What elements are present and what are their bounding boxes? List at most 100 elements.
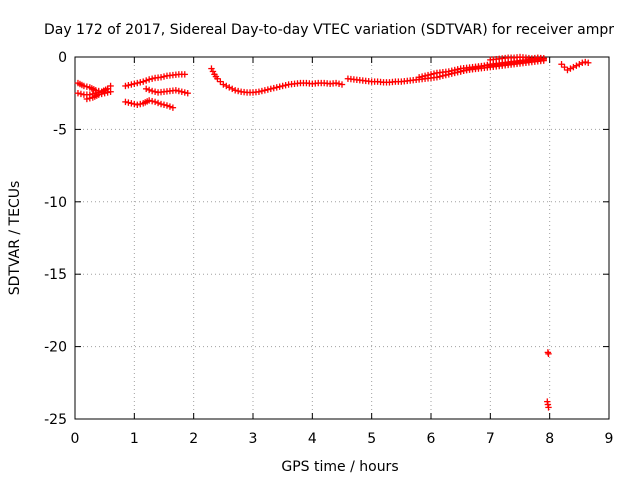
data-point — [140, 78, 147, 85]
data-point — [561, 63, 568, 71]
data-point — [184, 90, 191, 97]
x-tick-label: 1 — [130, 431, 139, 447]
x-tick-label: 2 — [189, 431, 198, 447]
data-point — [273, 84, 280, 91]
data-point — [264, 86, 272, 93]
data-point — [137, 79, 144, 86]
data-point — [427, 71, 435, 78]
x-tick-label: 3 — [249, 431, 258, 447]
x-tick-label: 7 — [486, 431, 495, 447]
data-point — [451, 66, 458, 74]
series-prn-l — [558, 58, 592, 74]
series-prn-n — [544, 398, 552, 411]
data-point — [279, 82, 286, 90]
data-point — [421, 72, 429, 80]
data-point — [128, 81, 135, 88]
data-point — [545, 350, 552, 358]
series-prn-k — [487, 53, 547, 64]
data-points — [74, 53, 592, 411]
data-point — [148, 75, 156, 82]
data-point — [576, 61, 583, 68]
data-point — [255, 88, 263, 95]
data-point — [145, 76, 153, 83]
plot-frame — [74, 56, 610, 420]
data-point — [163, 102, 171, 109]
y-tick-label: -15 — [44, 267, 67, 283]
data-point — [220, 81, 227, 88]
data-point — [154, 99, 162, 107]
series-prn-g — [208, 65, 346, 96]
data-point — [86, 95, 94, 102]
data-point — [172, 87, 180, 94]
data-point — [540, 55, 547, 62]
data-point — [445, 68, 452, 75]
data-point — [83, 83, 91, 90]
y-tick-label: -25 — [44, 412, 67, 428]
data-point — [131, 100, 138, 108]
data-point — [332, 79, 340, 87]
data-point — [80, 82, 88, 90]
data-point — [131, 80, 138, 87]
series-prn-d — [122, 71, 188, 90]
data-point — [151, 88, 159, 95]
data-point — [270, 84, 277, 92]
chart-title: Day 172 of 2017, Sidereal Day-to-day VTE… — [44, 22, 614, 38]
y-tick-label: -5 — [53, 122, 67, 138]
x-axis-label: GPS time / hours — [281, 459, 398, 475]
x-tick-label: 0 — [71, 431, 80, 447]
data-point — [573, 62, 580, 69]
data-point — [145, 97, 153, 104]
data-point — [101, 90, 108, 97]
data-point — [261, 87, 269, 94]
data-point — [74, 90, 82, 97]
data-point — [98, 90, 105, 98]
x-tick-label: 8 — [545, 431, 554, 447]
data-point — [217, 78, 224, 85]
data-point — [148, 97, 156, 105]
data-point — [143, 85, 150, 93]
data-point — [151, 98, 159, 106]
data-point — [166, 103, 174, 110]
data-point — [282, 82, 289, 89]
data-point — [157, 74, 165, 81]
data-point — [122, 82, 129, 90]
data-point — [335, 80, 343, 87]
data-point — [226, 84, 233, 91]
data-point — [424, 71, 432, 79]
data-point — [579, 59, 586, 66]
series-prn-f — [122, 97, 177, 111]
data-point — [160, 101, 168, 108]
data-point — [545, 404, 552, 411]
data-point — [214, 75, 221, 82]
data-point — [148, 87, 156, 95]
data-point — [564, 66, 571, 74]
data-point — [229, 85, 236, 93]
data-point — [143, 77, 150, 84]
data-point — [157, 100, 165, 108]
y-axis-label: SDTVAR / TECUs — [7, 181, 23, 296]
y-tick-label: -20 — [44, 340, 67, 356]
data-point — [567, 65, 574, 72]
data-point — [134, 79, 141, 87]
data-point — [178, 88, 185, 95]
data-point — [558, 61, 565, 68]
data-point — [585, 59, 592, 66]
tick-labels: 0 1 2 3 4 5 6 7 8 9 0 -5 -10 -15 -20 -25 — [44, 50, 613, 447]
grid-layer — [75, 57, 609, 419]
data-point — [232, 87, 239, 94]
series-prn-c — [83, 88, 114, 103]
y-tick-label: -10 — [44, 195, 67, 211]
data-point — [209, 68, 217, 75]
data-point — [418, 73, 426, 80]
data-point — [276, 83, 283, 90]
x-tick-label: 5 — [367, 431, 376, 447]
data-point — [169, 104, 177, 111]
data-point — [107, 82, 114, 90]
data-point — [234, 87, 242, 95]
y-tick-label: 0 — [58, 50, 67, 66]
data-point — [83, 95, 91, 103]
data-point — [77, 90, 85, 98]
data-point — [448, 67, 455, 74]
x-tick-label: 4 — [308, 431, 317, 447]
